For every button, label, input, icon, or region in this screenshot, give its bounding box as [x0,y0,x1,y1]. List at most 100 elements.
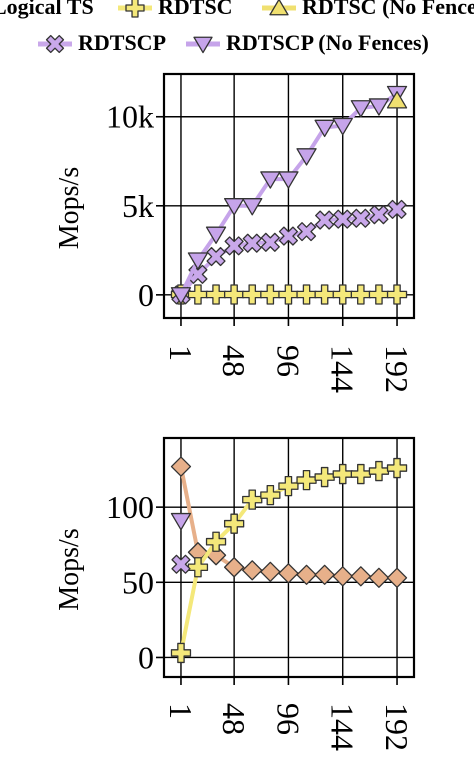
data-point [368,460,390,482]
legend-item-row1-1: RDTSC [118,0,233,19]
y-tick-label: 0 [138,277,154,313]
data-point [205,531,227,552]
x-tick-label: 48 [216,703,252,735]
legend-item-row2-1: RDTSCP (No Fences) [186,30,429,55]
data-point [350,100,371,118]
series-rdtscp [171,554,191,574]
series-rdtsc [170,457,408,664]
data-point [205,226,227,244]
data-point [368,567,390,588]
data-point [187,557,209,578]
data-point [386,567,408,588]
data-point [350,463,371,485]
data-point [386,284,408,305]
legend-label: RDTSCP [78,30,166,55]
x-tick-label: 144 [325,345,361,393]
data-point [242,198,263,216]
data-point [332,284,353,305]
data-point [260,232,280,252]
legend-item-row2-0: RDTSCP [38,30,166,55]
data-point [260,171,281,189]
data-point [170,287,192,305]
data-point [332,463,353,485]
x-tick-label: 192 [379,703,415,751]
data-point [314,284,335,305]
data-point [296,284,317,305]
data-point [368,284,390,305]
data-point [350,284,371,305]
legend-marker [125,0,145,18]
series-rdtsc-no-fences- [386,91,408,109]
data-point [386,91,408,109]
series-rdtsc [170,284,408,305]
legend-label: RDTSCP (No Fences) [226,30,429,55]
data-point [278,284,299,305]
series-rdtscp-no-fences- [170,512,192,531]
legend-label: RDTSC (No Fences) [302,0,474,19]
data-point [315,210,335,230]
y-axis-label: Mops/s [54,528,85,610]
legend: Logical TS RDTSC RDTSC (No Fences) RDTSCP RD… [0,0,474,55]
data-point [314,564,335,585]
data-point [333,209,353,229]
chart-top: 0 5k 10k 1 48 96 144 192 Mops/s [54,72,416,393]
data-point [242,489,263,510]
data-point [332,566,353,587]
series-rdtscp-no-fences- [170,85,408,305]
x-tick-label: 192 [379,345,415,393]
data-point [242,233,262,253]
legend-item-row1-2: RDTSC (No Fences) [262,0,474,19]
data-point [170,642,192,664]
series-rdtscp [171,199,407,305]
legend-marker [45,34,65,54]
data-point [223,284,245,305]
data-point [242,560,263,581]
legend-label: Logical TS [0,0,94,19]
data-point [278,171,299,189]
data-point [278,226,299,246]
data-point [171,554,191,574]
data-point [296,222,317,242]
data-point [260,484,281,506]
chart-bottom: 0 50 100 1 48 96 144 192 Mops/s [54,436,416,751]
data-point [386,457,408,479]
y-tick-label: 0 [138,639,154,675]
data-point [187,284,209,305]
data-point [224,236,244,256]
data-point [369,205,389,225]
x-tick-label: 48 [216,345,252,377]
data-point [170,512,192,531]
data-point [187,252,209,270]
data-point [223,557,245,578]
data-point [296,469,317,491]
data-point [170,456,192,477]
legend-marker [269,0,289,16]
data-point [351,208,371,228]
data-point [296,564,317,585]
data-point [260,561,281,582]
y-axis-label: Mops/s [54,167,85,249]
data-point [296,148,317,166]
data-point [350,566,371,587]
legend-marker [193,36,213,54]
x-tick-label: 96 [270,345,306,377]
y-tick-label: 5k [122,188,154,224]
data-point [368,98,390,116]
legend-label: RDTSC [158,0,233,19]
data-point [278,475,299,497]
x-tick-label: 96 [270,703,306,735]
data-point [314,119,335,138]
data-point [242,284,263,305]
data-point [314,466,335,488]
data-point [223,513,245,534]
y-tick-label: 10k [106,99,154,135]
x-tick-label: 144 [325,703,361,751]
y-tick-label: 50 [122,564,154,600]
data-point [206,246,226,267]
y-tick-label: 100 [106,489,154,525]
data-point [278,563,299,584]
legend-item-row1-0: Logical TS [0,0,94,19]
data-point [223,198,245,216]
x-tick-label: 1 [163,345,199,361]
x-tick-label: 1 [163,703,199,719]
